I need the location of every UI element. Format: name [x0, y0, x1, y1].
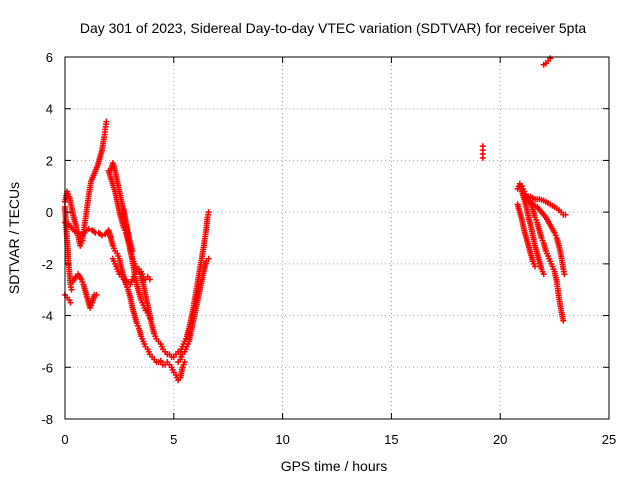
data-point	[146, 315, 153, 322]
data-point	[205, 209, 212, 216]
data-point	[479, 143, 486, 150]
x-tick-label: 5	[170, 432, 177, 447]
x-axis-label: GPS time / hours	[281, 458, 388, 474]
data-point	[547, 55, 554, 62]
y-tick-label: -4	[41, 309, 53, 324]
series-main-trough-e	[120, 206, 136, 254]
y-axis-label: SDTVAR / TECUs	[6, 182, 22, 294]
axis-ticks: 0 5 10 15 20 25 -8 -6 -4 -2 0 2 4 6	[41, 50, 616, 447]
y-tick-label: -8	[41, 412, 53, 427]
y-tick-label: 0	[46, 205, 53, 220]
data-point	[129, 247, 136, 254]
y-tick-label: -6	[41, 360, 53, 375]
data-point	[205, 255, 212, 262]
y-tick-label: 4	[46, 102, 53, 117]
data-point	[181, 359, 188, 366]
y-tick-label: 6	[46, 50, 53, 65]
data-point	[98, 232, 105, 239]
data-point	[540, 271, 547, 278]
plot-frame	[64, 56, 610, 420]
x-tick-label: 0	[61, 432, 68, 447]
data-point	[560, 317, 567, 324]
data-point	[532, 263, 539, 270]
x-tick-label: 15	[384, 432, 398, 447]
x-tick-label: 25	[602, 432, 616, 447]
chart-title: Day 301 of 2023, Sidereal Day-to-day VTE…	[80, 20, 587, 36]
series-trough-bottom	[157, 359, 188, 384]
series-main-trough-a	[105, 227, 164, 366]
series-recovery-a	[177, 209, 212, 355]
data-point	[67, 299, 74, 306]
series-early-mid-arc	[69, 271, 100, 311]
data-points	[62, 55, 569, 384]
series-main-trough-d	[109, 255, 153, 288]
x-tick-label: 10	[275, 432, 289, 447]
data-point	[103, 118, 110, 125]
series-late-top	[540, 55, 554, 68]
series-late-b	[514, 201, 539, 270]
data-point	[68, 286, 75, 293]
y-tick-label: -2	[41, 257, 53, 272]
x-tick-label: 20	[493, 432, 507, 447]
grid	[65, 57, 609, 419]
data-point	[93, 291, 100, 298]
y-tick-label: 2	[46, 153, 53, 168]
series-recovery-b	[175, 255, 212, 366]
data-point	[561, 271, 568, 278]
series-spike-19	[479, 143, 486, 161]
series-late-e	[523, 193, 569, 218]
series-late-a	[514, 180, 547, 278]
data-point	[562, 211, 569, 218]
series-early-left-low	[62, 291, 74, 306]
series-rise-to-peak	[62, 118, 110, 249]
data-point	[146, 276, 153, 283]
